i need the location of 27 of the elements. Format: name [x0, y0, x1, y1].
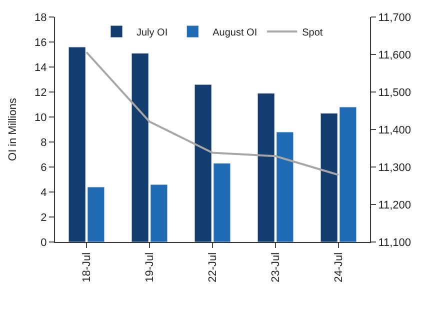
y-tick-label: 2 [40, 212, 47, 224]
y-axis-title: OI in Millions [7, 98, 20, 161]
legend-label: August OI [212, 27, 258, 38]
y-tick-label: 8 [40, 136, 47, 149]
y2-tick-label: 11,300 [378, 162, 412, 174]
y2-tick-label: 11,100 [378, 236, 412, 249]
y-tick-label: 6 [40, 162, 47, 174]
y-tick-label: 16 [34, 36, 47, 49]
y-tick-label: 0 [40, 236, 47, 249]
line-series [86, 51, 340, 176]
y-tick-label: 14 [34, 62, 47, 74]
y-tick-label: 12 [34, 86, 47, 99]
x-tick-label: 19-Jul [144, 252, 156, 282]
x-tick-label: 18-Jul [81, 252, 94, 282]
legend-label: July OI [136, 27, 168, 38]
y-tick-label: 18 [34, 12, 47, 24]
y-tick-label: 4 [40, 186, 47, 199]
legend-label: Spot [302, 27, 323, 38]
x-tick-label: 22-Jul [207, 252, 220, 282]
x-tick-label: 24-Jul [333, 252, 346, 282]
x-tick-label: 23-Jul [270, 252, 282, 282]
y-tick-label: 10 [34, 112, 47, 124]
y2-tick-label: 11,700 [378, 12, 412, 24]
y2-tick-label: 11,400 [378, 124, 412, 136]
y2-tick-label: 11,500 [378, 86, 412, 99]
y2-tick-label: 11,600 [378, 49, 412, 62]
y2-tick-label: 11,200 [378, 199, 412, 212]
